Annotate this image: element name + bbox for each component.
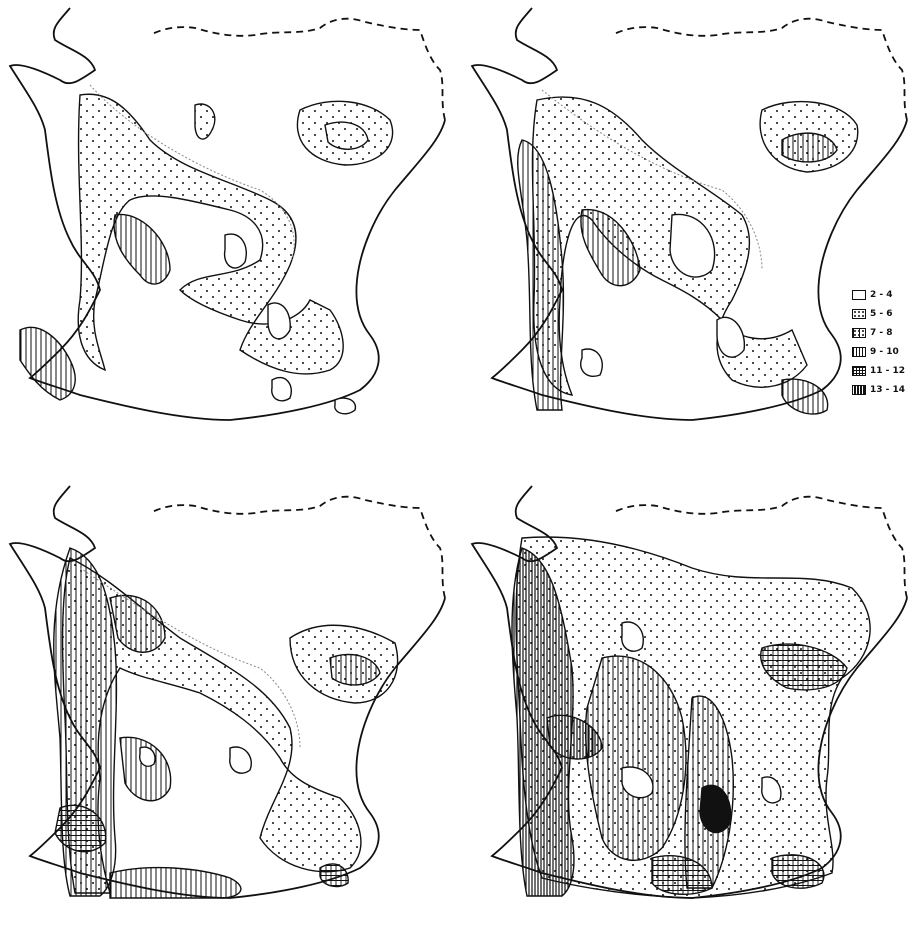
region-map (8, 485, 446, 899)
isoline-zones (517, 96, 859, 415)
legend-label: 9 - 10 (870, 346, 899, 357)
region-map (470, 7, 908, 421)
legend-label: 7 - 8 (870, 327, 893, 338)
legend-item: 9 - 10 (852, 343, 914, 360)
legend-swatch-grid (852, 365, 866, 376)
legend-item: 13 - 14 (852, 381, 914, 398)
legend-swatch-dense (852, 384, 866, 395)
map-panel-bottom-left (0, 478, 450, 948)
isoline-zones (53, 547, 399, 899)
legend-item: 11 - 12 (852, 362, 914, 379)
map-panel-top-right (462, 0, 912, 470)
isoline-zones (511, 536, 871, 899)
legend-label: 13 - 14 (870, 384, 906, 395)
map-outline (8, 7, 446, 421)
legend-swatch-dots-lines (852, 327, 866, 338)
legend-label: 2 - 4 (870, 289, 893, 300)
region-map (470, 485, 908, 899)
legend-item: 5 - 6 (852, 305, 914, 322)
map-outline (470, 7, 908, 421)
map-outline (8, 485, 446, 899)
map-panel-top-left (0, 0, 450, 470)
legend-label: 5 - 6 (870, 308, 893, 319)
map-panel-bottom-right (462, 478, 912, 948)
isoline-zones (19, 93, 394, 415)
legend-swatch-vertical (852, 346, 866, 357)
legend-swatch-dots (852, 308, 866, 319)
legend-item: 7 - 8 (852, 324, 914, 341)
region-map (8, 7, 446, 421)
legend: 2 - 4 5 - 6 7 - 8 9 - 10 11 - 12 13 - 14 (852, 286, 914, 400)
legend-swatch-blank (852, 289, 866, 300)
legend-item: 2 - 4 (852, 286, 914, 303)
legend-label: 11 - 12 (870, 365, 906, 376)
